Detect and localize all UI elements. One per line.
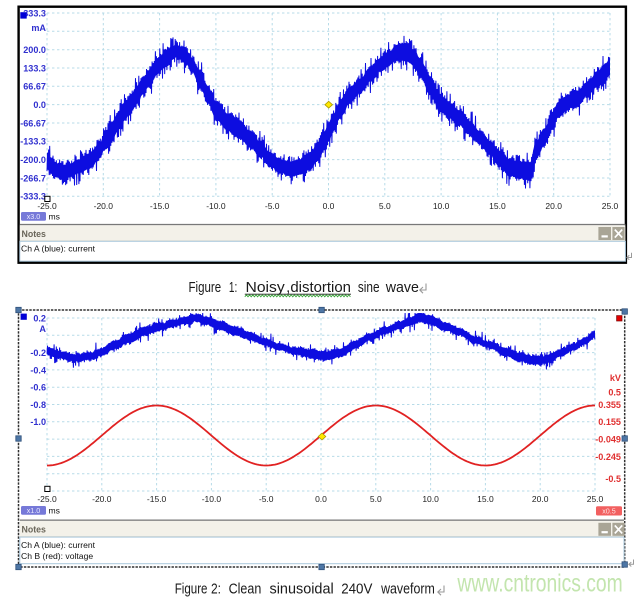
svg-text:x1.0: x1.0 [27, 506, 41, 515]
svg-text:Notes: Notes [22, 524, 47, 534]
svg-text:0.5: 0.5 [608, 387, 621, 397]
svg-text:240V: 240V [341, 582, 373, 598]
svg-text:15.0: 15.0 [477, 494, 494, 504]
svg-text:Ch A (blue): current: Ch A (blue): current [21, 540, 96, 550]
svg-text:-25.0: -25.0 [37, 201, 57, 211]
svg-text:-0.2: -0.2 [30, 348, 46, 358]
svg-text:-200.0: -200.0 [20, 155, 46, 165]
svg-text:mA: mA [31, 23, 46, 33]
svg-text:-10.0: -10.0 [202, 494, 222, 504]
svg-text:www.cntronics.com: www.cntronics.com [457, 570, 623, 598]
svg-text:sinusoidal: sinusoidal [270, 582, 334, 598]
svg-text:20.0: 20.0 [545, 201, 562, 211]
svg-text:-0.8: -0.8 [30, 400, 46, 410]
svg-text:66.67: 66.67 [23, 82, 46, 92]
svg-text:0.2: 0.2 [33, 313, 46, 323]
svg-text:333.3: 333.3 [23, 8, 46, 18]
svg-text:0.0: 0.0 [315, 494, 327, 504]
svg-text:kV: kV [610, 373, 621, 383]
svg-text:0.0: 0.0 [33, 100, 46, 110]
svg-text:Notes: Notes [22, 229, 47, 239]
svg-text:-0.6: -0.6 [30, 383, 46, 393]
svg-text:-66.67: -66.67 [20, 118, 46, 128]
svg-text:Figure: Figure [175, 582, 208, 598]
svg-text:25.0: 25.0 [602, 201, 619, 211]
svg-text:Figure: Figure [189, 280, 222, 296]
svg-text:waveform: waveform [380, 582, 435, 598]
svg-text:,distortion: ,distortion [286, 280, 351, 296]
svg-text:-133.3: -133.3 [20, 137, 46, 147]
svg-text:-15.0: -15.0 [150, 201, 170, 211]
svg-text:-0.4: -0.4 [30, 365, 47, 375]
svg-text:ms: ms [49, 506, 60, 516]
svg-text:-1.0: -1.0 [30, 417, 46, 427]
svg-text:5.0: 5.0 [370, 494, 382, 504]
svg-text:Ch B (red): voltage: Ch B (red): voltage [21, 551, 93, 561]
svg-text:Clean: Clean [229, 582, 262, 598]
svg-text:0.0: 0.0 [323, 201, 335, 211]
svg-text:25.0: 25.0 [587, 494, 604, 504]
svg-text:-15.0: -15.0 [147, 494, 167, 504]
svg-text:15.0: 15.0 [489, 201, 506, 211]
svg-text:-333.3: -333.3 [20, 192, 46, 202]
svg-text:-0.245: -0.245 [595, 452, 621, 462]
svg-text:ms: ms [49, 212, 60, 222]
svg-text:Ch A (blue): current: Ch A (blue): current [21, 244, 96, 254]
svg-text:0.155: 0.155 [598, 417, 621, 427]
svg-text:2:: 2: [211, 582, 221, 598]
svg-text:wave: wave [385, 280, 419, 296]
svg-text:-0.5: -0.5 [605, 474, 621, 484]
svg-text:10.0: 10.0 [422, 494, 439, 504]
svg-text:-5.0: -5.0 [265, 201, 280, 211]
svg-text:A: A [39, 324, 46, 334]
svg-text:sine: sine [358, 280, 380, 296]
svg-text:x3.0: x3.0 [27, 212, 41, 221]
svg-text:5.0: 5.0 [379, 201, 391, 211]
svg-text:133.3: 133.3 [23, 63, 46, 73]
svg-text:10.0: 10.0 [433, 201, 450, 211]
svg-text:x0.5: x0.5 [602, 507, 616, 516]
svg-text:20.0: 20.0 [532, 494, 549, 504]
svg-text:-10.0: -10.0 [206, 201, 226, 211]
svg-text:-20.0: -20.0 [94, 201, 114, 211]
svg-text:-266.7: -266.7 [20, 173, 46, 183]
svg-text:200.0: 200.0 [23, 45, 46, 55]
svg-text:Noisy: Noisy [246, 280, 286, 296]
svg-text:-20.0: -20.0 [92, 494, 112, 504]
svg-text:0.355: 0.355 [598, 400, 621, 410]
svg-text:-0.049: -0.049 [595, 435, 621, 445]
svg-text:-5.0: -5.0 [259, 494, 274, 504]
svg-text:1:: 1: [229, 280, 237, 296]
svg-text:-25.0: -25.0 [37, 494, 57, 504]
